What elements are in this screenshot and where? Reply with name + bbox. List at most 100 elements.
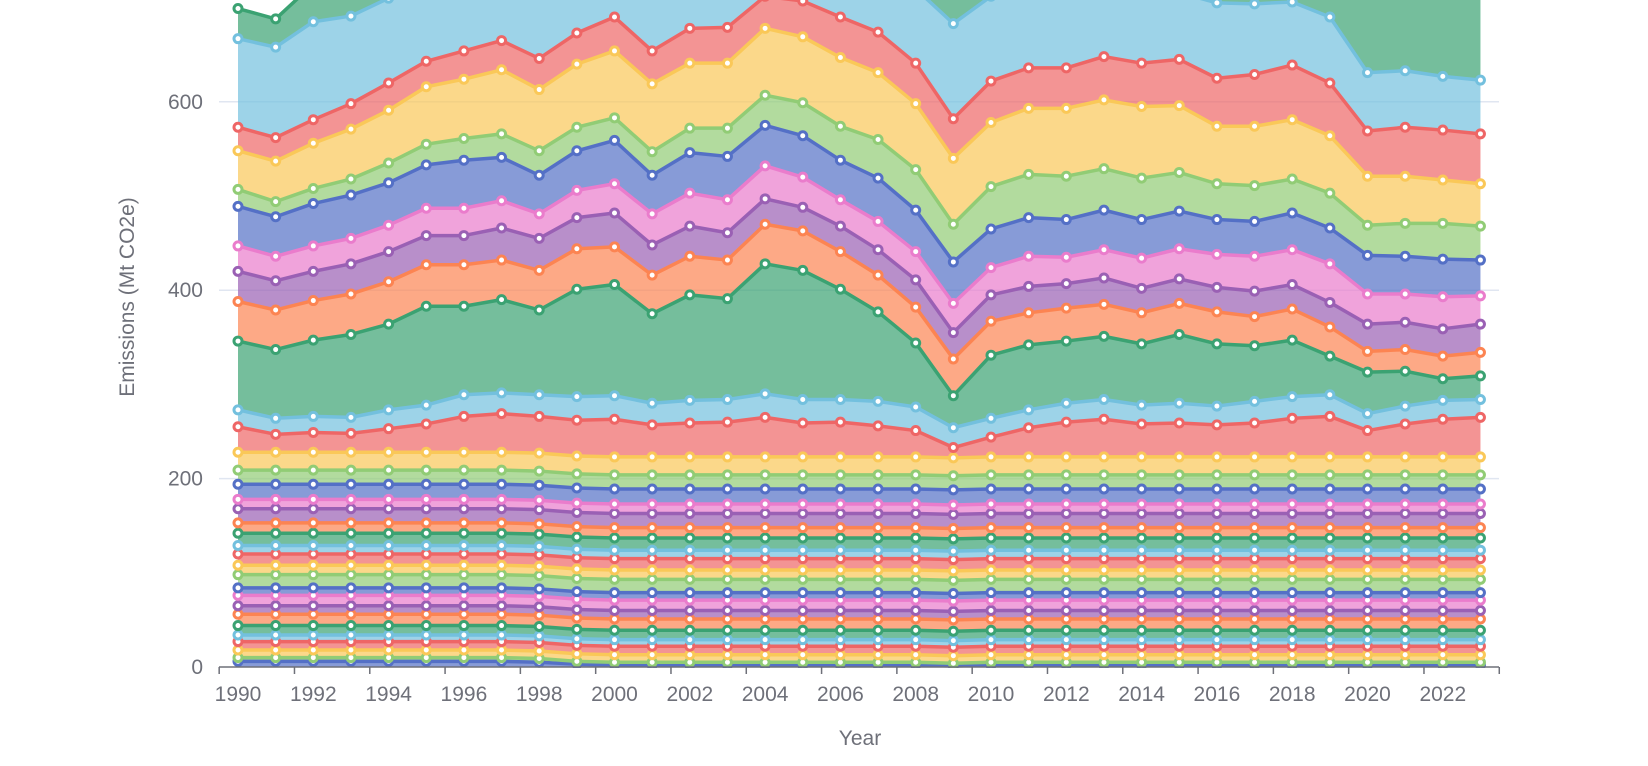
data-point[interactable] bbox=[1023, 404, 1035, 416]
data-point[interactable] bbox=[1399, 250, 1411, 262]
data-point[interactable] bbox=[797, 130, 809, 142]
data-point[interactable] bbox=[496, 254, 508, 266]
data-point[interactable] bbox=[1362, 587, 1373, 599]
data-point[interactable] bbox=[270, 644, 282, 656]
data-point[interactable] bbox=[1399, 544, 1411, 556]
data-point[interactable] bbox=[834, 604, 846, 616]
data-point[interactable] bbox=[232, 620, 244, 632]
data-point[interactable] bbox=[1474, 74, 1486, 86]
data-point[interactable] bbox=[420, 138, 432, 150]
data-point[interactable] bbox=[1399, 553, 1411, 565]
data-point[interactable] bbox=[345, 608, 357, 620]
data-point[interactable] bbox=[383, 219, 395, 231]
data-point[interactable] bbox=[1399, 170, 1411, 182]
data-point[interactable] bbox=[1474, 613, 1486, 625]
data-point[interactable] bbox=[646, 634, 658, 646]
data-point[interactable] bbox=[1211, 306, 1223, 318]
data-point[interactable] bbox=[496, 620, 508, 632]
data-point[interactable] bbox=[571, 243, 583, 255]
data-point[interactable] bbox=[872, 269, 884, 281]
data-point[interactable] bbox=[1474, 587, 1486, 599]
data-point[interactable] bbox=[1136, 483, 1148, 495]
data-point[interactable] bbox=[496, 478, 508, 490]
data-point[interactable] bbox=[232, 582, 244, 594]
data-point[interactable] bbox=[797, 604, 809, 616]
data-point[interactable] bbox=[571, 58, 583, 70]
data-point[interactable] bbox=[1399, 121, 1411, 133]
data-point[interactable] bbox=[383, 276, 395, 288]
data-point[interactable] bbox=[1437, 553, 1449, 565]
data-point[interactable] bbox=[910, 274, 922, 286]
data-point[interactable] bbox=[1324, 222, 1336, 234]
data-point[interactable] bbox=[420, 300, 432, 312]
data-point[interactable] bbox=[684, 649, 696, 661]
data-point[interactable] bbox=[1060, 469, 1072, 481]
data-point[interactable] bbox=[307, 334, 319, 346]
data-point[interactable] bbox=[458, 644, 470, 656]
data-point[interactable] bbox=[1474, 498, 1486, 510]
data-point[interactable] bbox=[1474, 290, 1486, 302]
data-point[interactable] bbox=[646, 624, 658, 636]
data-point[interactable] bbox=[383, 246, 395, 258]
data-point[interactable] bbox=[420, 600, 432, 612]
data-point[interactable] bbox=[834, 194, 846, 206]
data-point[interactable] bbox=[345, 478, 357, 490]
data-point[interactable] bbox=[834, 451, 846, 463]
data-point[interactable] bbox=[1098, 624, 1110, 636]
data-point[interactable] bbox=[1249, 469, 1261, 481]
data-point[interactable] bbox=[646, 469, 658, 481]
data-point[interactable] bbox=[1211, 419, 1223, 431]
data-point[interactable] bbox=[646, 483, 658, 495]
data-point[interactable] bbox=[1211, 400, 1223, 412]
data-point[interactable] bbox=[1362, 425, 1373, 437]
data-point[interactable] bbox=[947, 588, 959, 600]
data-point[interactable] bbox=[1474, 522, 1486, 534]
data-point[interactable] bbox=[1286, 553, 1298, 565]
data-point[interactable] bbox=[1324, 604, 1336, 616]
data-point[interactable] bbox=[345, 569, 357, 581]
data-point[interactable] bbox=[307, 559, 319, 571]
data-point[interactable] bbox=[270, 608, 282, 620]
data-point[interactable] bbox=[1437, 323, 1449, 335]
data-point[interactable] bbox=[1211, 649, 1223, 661]
data-point[interactable] bbox=[1211, 573, 1223, 585]
data-point[interactable] bbox=[1286, 483, 1298, 495]
data-point[interactable] bbox=[345, 644, 357, 656]
data-point[interactable] bbox=[1249, 180, 1261, 192]
data-point[interactable] bbox=[1286, 391, 1298, 403]
data-point[interactable] bbox=[232, 600, 244, 612]
data-point[interactable] bbox=[1060, 451, 1072, 463]
data-point[interactable] bbox=[496, 569, 508, 581]
data-point[interactable] bbox=[759, 388, 771, 400]
data-point[interactable] bbox=[1023, 498, 1035, 510]
data-point[interactable] bbox=[420, 464, 432, 476]
data-point[interactable] bbox=[1098, 522, 1110, 534]
data-point[interactable] bbox=[458, 569, 470, 581]
data-point[interactable] bbox=[947, 533, 959, 545]
data-point[interactable] bbox=[1136, 587, 1148, 599]
data-point[interactable] bbox=[1474, 649, 1486, 661]
data-point[interactable] bbox=[872, 244, 884, 256]
data-point[interactable] bbox=[458, 608, 470, 620]
data-point[interactable] bbox=[797, 469, 809, 481]
data-point[interactable] bbox=[759, 553, 771, 565]
data-point[interactable] bbox=[872, 634, 884, 646]
data-point[interactable] bbox=[1136, 214, 1148, 226]
data-point[interactable] bbox=[1173, 613, 1185, 625]
data-point[interactable] bbox=[721, 293, 733, 305]
data-point[interactable] bbox=[759, 522, 771, 534]
data-point[interactable] bbox=[345, 517, 357, 529]
data-point[interactable] bbox=[1362, 522, 1373, 534]
data-point[interactable] bbox=[1249, 311, 1261, 323]
data-point[interactable] bbox=[1399, 613, 1411, 625]
data-point[interactable] bbox=[1136, 634, 1148, 646]
data-point[interactable] bbox=[985, 412, 997, 424]
data-point[interactable] bbox=[307, 426, 319, 438]
data-point[interactable] bbox=[1173, 544, 1185, 556]
data-point[interactable] bbox=[1362, 564, 1373, 576]
data-point[interactable] bbox=[759, 587, 771, 599]
data-point[interactable] bbox=[307, 608, 319, 620]
data-point[interactable] bbox=[1437, 124, 1449, 136]
data-point[interactable] bbox=[1249, 649, 1261, 661]
data-point[interactable] bbox=[646, 587, 658, 599]
